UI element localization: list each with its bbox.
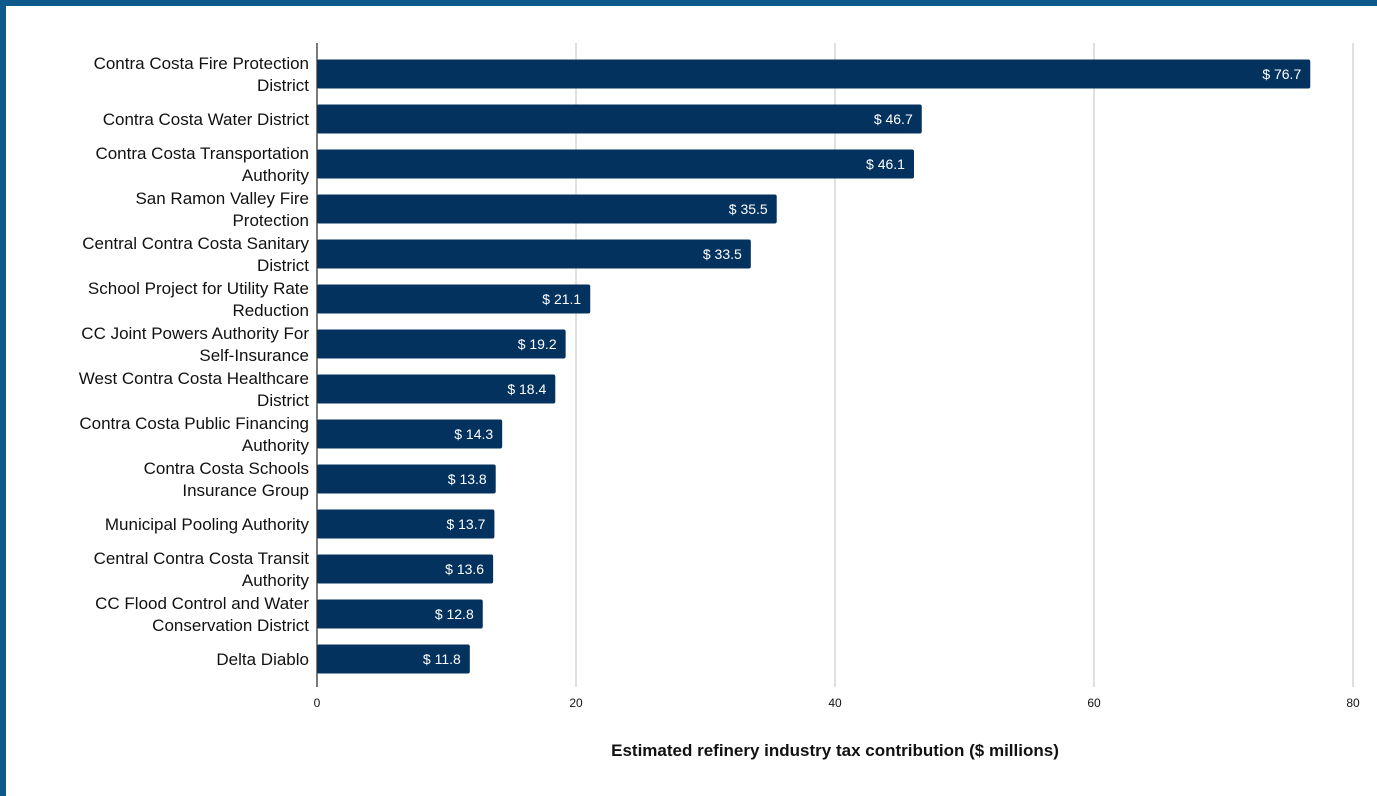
x-tick-label: 20 <box>569 696 583 710</box>
bar-value-label: $ 35.5 <box>729 201 768 217</box>
bar-value-label: $ 11.8 <box>423 651 461 667</box>
bar <box>317 509 495 539</box>
category-label: San Ramon Valley Fire Protection <box>135 189 309 230</box>
bar <box>317 194 777 224</box>
category-label-line: Contra Costa Public Financing <box>79 414 309 433</box>
category-label-line: Central Contra Costa Sanitary <box>82 234 309 253</box>
category-label: Municipal Pooling Authority <box>105 515 310 534</box>
bar-value-label: $ 12.8 <box>435 606 474 622</box>
bar-value-label: $ 21.1 <box>542 291 581 307</box>
category-label: CC Flood Control and Water Conservation D… <box>95 594 309 635</box>
bar <box>317 644 470 674</box>
bar-value-label: $ 13.7 <box>446 516 485 532</box>
bar-value-label: $ 14.3 <box>454 426 493 442</box>
bar <box>317 554 494 584</box>
category-label-line: Contra Costa Transportation <box>95 144 309 163</box>
bar <box>317 599 483 629</box>
category-label-line: CC Flood Control and Water <box>95 594 309 613</box>
category-label-line: Reduction <box>232 301 309 320</box>
bar-chart: Contra Costa Fire Protection DistrictCont… <box>79 43 1360 760</box>
category-label-line: Protection <box>232 211 309 230</box>
bar-value-label: $ 13.6 <box>445 561 484 577</box>
category-label-line: District <box>257 76 309 95</box>
bar <box>317 149 914 179</box>
category-label-line: Authority <box>242 166 310 185</box>
bar <box>317 329 566 359</box>
x-axis-title: Estimated refinery industry tax contribu… <box>611 741 1059 760</box>
x-tick-label: 80 <box>1346 696 1360 710</box>
category-label-line: District <box>257 256 309 275</box>
category-label: Contra Costa Schools Insurance Group <box>144 459 309 500</box>
category-label: Contra Costa Transportation Authority <box>95 144 309 185</box>
category-label-line: West Contra Costa Healthcare <box>79 369 309 388</box>
category-label-line: Central Contra Costa Transit <box>94 549 310 568</box>
x-tick-label: 60 <box>1087 696 1101 710</box>
bar <box>317 104 922 134</box>
chart-frame: Contra Costa Fire Protection District Cont… <box>6 6 1377 796</box>
bar <box>317 239 751 269</box>
category-label-line: Contra Costa Fire Protection <box>94 54 309 73</box>
bar-value-label: $ 19.2 <box>518 336 557 352</box>
category-label-line: Conservation District <box>152 616 309 635</box>
category-label: Contra Costa Water District <box>103 110 310 129</box>
category-label-line: Self-Insurance <box>199 346 309 365</box>
category-label: CC Joint Powers Authority For Self-Insura… <box>81 324 309 365</box>
bar <box>317 464 496 494</box>
category-label: School Project for Utility Rate Reduction <box>88 279 309 320</box>
bar-value-label: $ 76.7 <box>1262 66 1301 82</box>
category-label-line: San Ramon Valley Fire <box>135 189 309 208</box>
category-label: Central Contra Costa Transit Authority <box>94 549 310 590</box>
x-tick-label: 0 <box>314 696 321 710</box>
category-label-line: Authority <box>242 571 310 590</box>
category-label-line: District <box>257 391 309 410</box>
category-label: Contra Costa Public Financing Authority <box>79 414 309 455</box>
category-labels: Contra Costa Fire Protection DistrictCont… <box>79 54 310 669</box>
value-labels: $ 76.7 $ 46.7 $ 46.1 $ 35.5 $ 33.5 $ 21.1 $ 19… <box>423 66 1302 667</box>
category-label-line: Insurance Group <box>182 481 309 500</box>
bar <box>317 419 503 449</box>
x-tick-label: 40 <box>828 696 842 710</box>
x-tick-labels: 0 20 40 60 80 <box>314 696 1360 710</box>
bar <box>317 374 556 404</box>
bars <box>317 59 1311 674</box>
category-label: Delta Diablo <box>216 650 309 669</box>
bar-value-label: $ 13.8 <box>448 471 487 487</box>
category-label: Contra Costa Fire Protection District <box>94 54 310 95</box>
bar-value-label: $ 18.4 <box>507 381 546 397</box>
category-label: West Contra Costa Healthcare District <box>79 369 309 410</box>
category-label-line: School Project for Utility Rate <box>88 279 309 298</box>
category-label-line: Contra Costa Schools <box>144 459 309 478</box>
bar-value-label: $ 46.1 <box>866 156 905 172</box>
bar <box>317 59 1311 89</box>
category-label: Central Contra Costa Sanitary District <box>82 234 309 275</box>
gridlines <box>575 43 1354 687</box>
bar-value-label: $ 33.5 <box>703 246 742 262</box>
category-label-line: Authority <box>242 436 310 455</box>
bar-value-label: $ 46.7 <box>874 111 913 127</box>
bar <box>317 284 591 314</box>
category-label-line: CC Joint Powers Authority For <box>81 324 309 343</box>
